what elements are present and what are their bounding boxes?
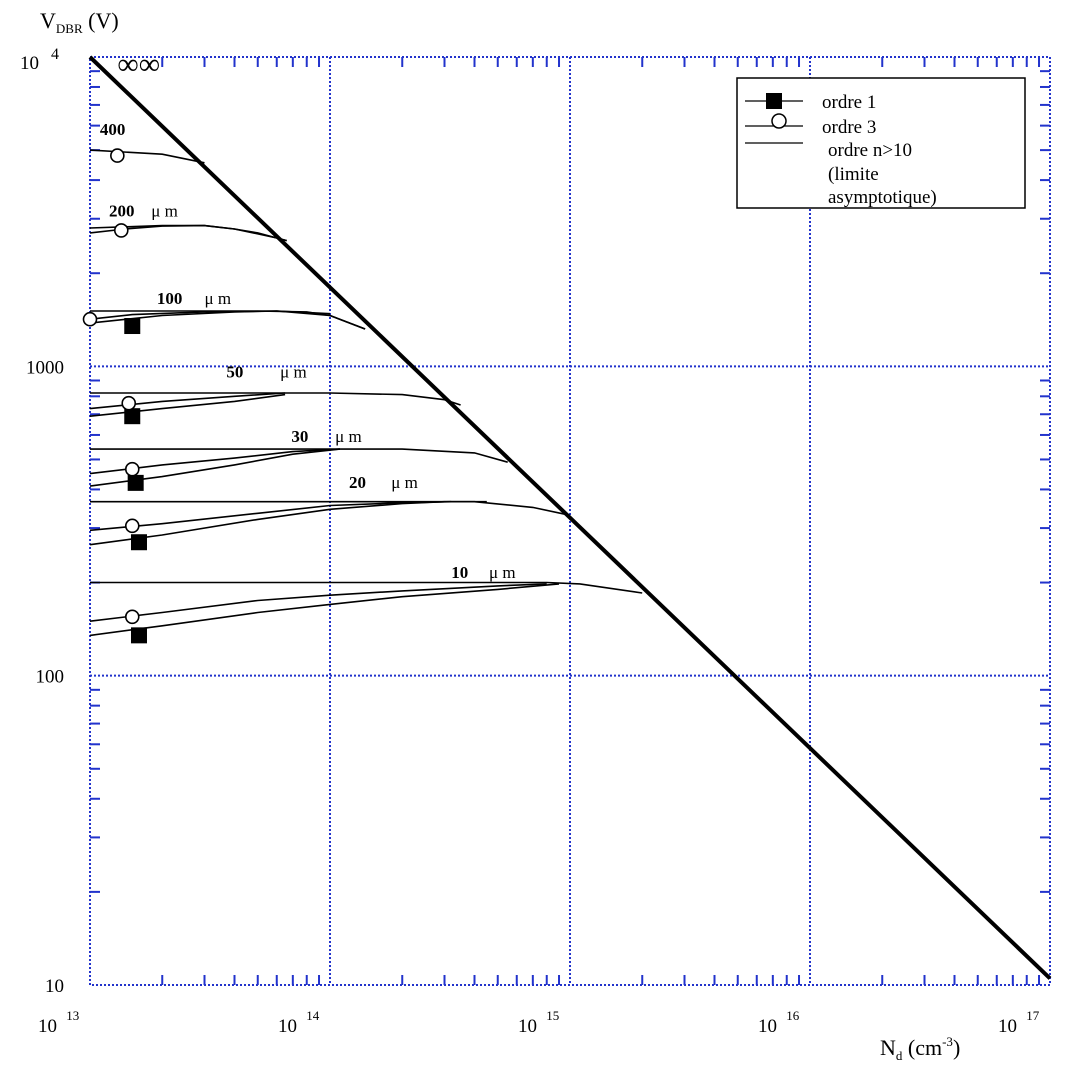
legend-label-ordre3: ordre 3 (822, 117, 876, 138)
x-tick-label-14: 10 14 (278, 1008, 320, 1037)
x-axis-label-main: N (880, 1035, 896, 1060)
marker-order3-30 (126, 463, 139, 476)
x-tick-label-15: 10 15 (518, 1008, 559, 1037)
legend-label-asymptotique: asymptotique) (828, 187, 937, 208)
curve-order3-100 (90, 311, 330, 319)
curve-label-100: 100 (157, 289, 183, 308)
y-tick-label-100: 100 (36, 667, 65, 688)
curve-label-200: 200 (109, 202, 135, 221)
x-tick-base: 10 (998, 1016, 1017, 1037)
legend-label-ordre1: ordre 1 (822, 92, 876, 113)
marker-order1-20 (131, 534, 147, 550)
curve-order3-20 (90, 502, 451, 531)
y-tick-base: 100 (36, 667, 65, 688)
x-tick-exponent: 13 (63, 1008, 79, 1023)
curve-label-30: 30 (291, 427, 308, 446)
x-tick-exponent: 17 (1023, 1008, 1040, 1023)
x-tick-label-17: 10 17 (998, 1008, 1040, 1037)
legend-marker-ordre3 (772, 114, 786, 128)
marker-order3-20 (126, 519, 139, 532)
y-tick-label-10: 10 (45, 976, 64, 997)
curve-unit-100: μ m (205, 289, 232, 308)
marker-order3-10 (126, 610, 139, 623)
legend-marker-ordre1 (766, 93, 782, 109)
y-axis-label-unit: (V) (83, 8, 119, 33)
curve-unit-50: μ m (280, 363, 307, 382)
x-tick-exponent: 16 (783, 1008, 800, 1023)
x-tick-base: 10 (758, 1016, 777, 1037)
marker-order3-50 (122, 397, 135, 410)
marker-order1-30 (128, 475, 144, 491)
marker-order3-200 (115, 224, 128, 237)
curve-label-400: 400 (100, 120, 126, 139)
curve-label-10: 10 (451, 563, 468, 582)
curve-asymptotic-10 (90, 583, 642, 594)
x-tick-label-16: 10 16 (758, 1008, 800, 1037)
curves (90, 150, 642, 635)
y-tick-exponent: 4 (51, 46, 59, 63)
marker-order3-100 (84, 313, 97, 326)
curve-order3-10 (90, 584, 547, 621)
y-tick-base: 1000 (26, 357, 64, 378)
x-axis-label-unit-post: ) (953, 1035, 960, 1060)
x-axis-label-unit-sup: -3 (942, 1034, 953, 1049)
x-tick-base: 10 (518, 1016, 537, 1037)
marker-order1-100 (124, 318, 140, 334)
curve-label-infinity: ∞∞ (117, 48, 160, 81)
x-tick-base: 10 (38, 1016, 57, 1037)
x-axis-label-unit-pre: (cm (902, 1035, 942, 1060)
curve-order1-20 (90, 502, 487, 545)
curve-label-20: 20 (349, 473, 366, 492)
marker-order3-400 (111, 149, 124, 162)
y-tick-base: 10 (45, 976, 64, 997)
y-axis-label-main: V (40, 8, 56, 33)
legend-label-limite: (limite (828, 164, 879, 185)
curve-unit-10: μ m (489, 563, 516, 582)
x-tick-label-13: 10 13 (38, 1008, 79, 1037)
curve-unit-20: μ m (391, 473, 418, 492)
y-axis-label: VDBR (V) (40, 8, 119, 36)
curve-label-50: 50 (226, 363, 243, 382)
y-tick-label-1000: 1000 (26, 357, 64, 378)
marker-order1-10 (131, 627, 147, 643)
x-axis-label: Nd (cm-3) (880, 1034, 960, 1063)
legend-label-ordren: ordre n>10 (828, 140, 912, 161)
curve-unit-200: μ m (151, 202, 178, 221)
legend: ordre 1 ordre 3 ordre n>10 (limite asymp… (737, 78, 1025, 208)
x-tick-base: 10 (278, 1016, 297, 1037)
x-tick-exponent: 14 (303, 1008, 320, 1023)
y-tick-base: 10 (20, 53, 39, 74)
y-tick-label-104: 10 4 (20, 46, 59, 74)
y-axis-label-sub: DBR (56, 21, 83, 36)
curve-order1-10 (90, 584, 559, 636)
x-tick-exponent: 15 (543, 1008, 559, 1023)
curve-unit-30: μ m (335, 427, 362, 446)
marker-order1-50 (124, 408, 140, 424)
